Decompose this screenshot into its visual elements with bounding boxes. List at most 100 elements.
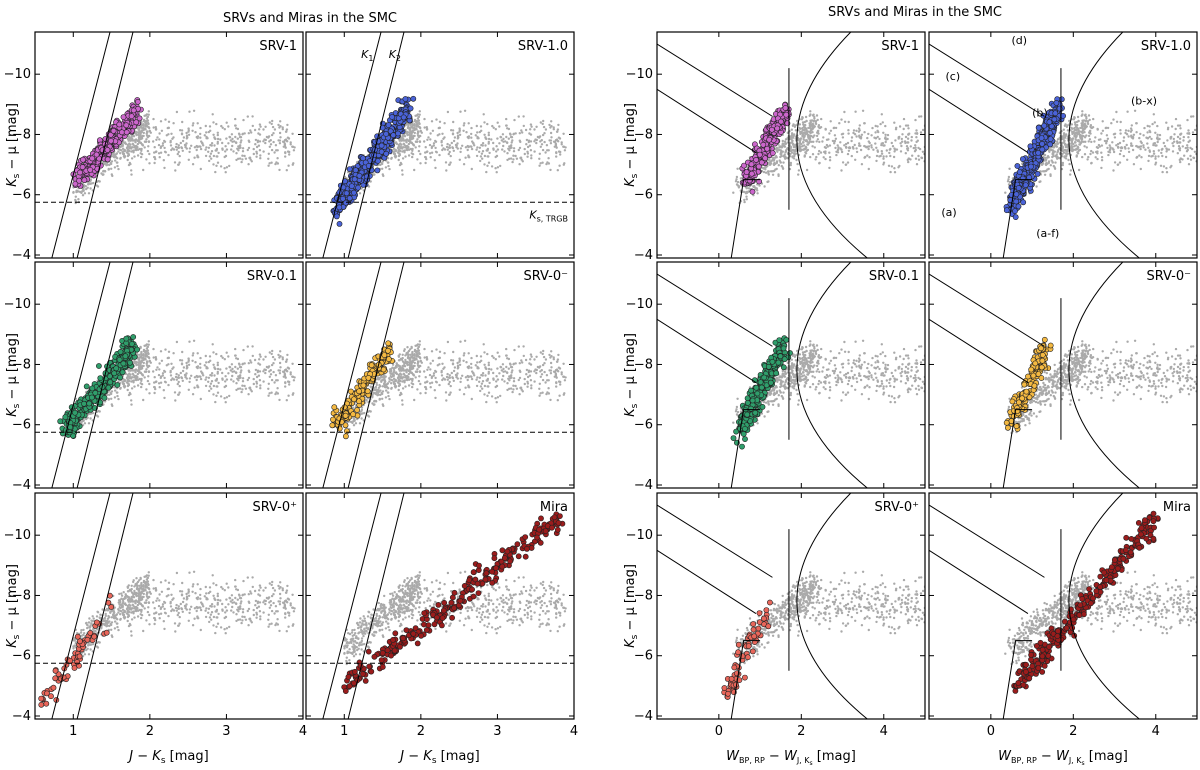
background-star: [416, 134, 420, 137]
background-star: [128, 145, 132, 149]
background-star: [258, 140, 262, 143]
background-star: [264, 138, 267, 142]
background-star: [1081, 110, 1084, 113]
background-star: [443, 136, 446, 139]
background-star: [844, 163, 848, 166]
class-star: [348, 183, 355, 189]
background-star: [844, 142, 848, 146]
background-star: [89, 187, 92, 190]
background-star: [410, 132, 413, 136]
background-star: [279, 120, 282, 123]
background-star: [934, 121, 936, 123]
background-star: [495, 171, 498, 174]
background-star: [254, 138, 258, 142]
background-star: [522, 124, 525, 128]
background-star: [526, 152, 530, 155]
background-star: [146, 119, 149, 122]
background-star: [1165, 171, 1169, 174]
background-star: [950, 126, 952, 128]
background-star: [782, 161, 785, 164]
background-star: [790, 151, 794, 154]
background-star: [1154, 131, 1157, 134]
background-star: [879, 122, 882, 126]
background-star: [213, 144, 216, 147]
background-star: [154, 126, 157, 129]
background-star: [215, 122, 218, 126]
y-tick-label: −10: [626, 67, 653, 82]
background-star: [399, 145, 403, 149]
background-star: [959, 143, 961, 145]
background-star: [804, 151, 807, 154]
background-star: [780, 164, 783, 168]
background-star: [488, 151, 491, 155]
background-star: [1083, 131, 1086, 134]
background-star: [562, 145, 566, 148]
background-star: [520, 158, 523, 161]
background-star: [1165, 147, 1168, 150]
background-star: [1182, 139, 1185, 142]
background-star: [126, 154, 130, 158]
background-star: [262, 128, 265, 131]
background-star: [1043, 170, 1046, 173]
background-star: [880, 152, 884, 155]
background-star: [407, 126, 410, 130]
background-star: [143, 114, 146, 118]
background-star: [1077, 119, 1080, 123]
background-star: [557, 150, 561, 153]
background-star: [902, 127, 905, 131]
background-star: [291, 163, 294, 166]
background-star: [836, 151, 840, 154]
background-star: [771, 158, 774, 162]
background-star: [213, 137, 216, 140]
background-star: [863, 131, 866, 134]
background-star: [287, 164, 290, 167]
background-star: [504, 140, 507, 143]
background-star: [939, 162, 941, 164]
background-star: [193, 156, 196, 159]
background-star: [809, 110, 812, 113]
background-star: [1136, 145, 1139, 148]
background-star: [915, 136, 918, 139]
background-star: [499, 164, 502, 168]
background-star: [473, 144, 476, 147]
background-star: [1075, 135, 1078, 138]
background-star: [953, 128, 955, 130]
background-star: [1100, 151, 1103, 154]
background-star: [1088, 130, 1092, 133]
background-star: [802, 123, 805, 126]
background-star: [807, 141, 810, 145]
background-star: [123, 149, 126, 153]
background-star: [942, 126, 944, 128]
background-star: [819, 151, 823, 154]
background-star: [786, 147, 789, 150]
background-star: [404, 155, 407, 158]
background-star: [1174, 127, 1177, 131]
background-star: [1158, 133, 1162, 137]
background-star: [904, 141, 907, 145]
background-star: [808, 131, 812, 134]
background-star: [1047, 149, 1051, 152]
background-star: [125, 151, 129, 154]
background-star: [530, 154, 533, 157]
background-star: [510, 141, 513, 144]
background-star: [191, 124, 194, 127]
background-star: [799, 145, 802, 149]
class-star: [356, 172, 363, 179]
background-star: [871, 126, 874, 130]
class-star: [333, 213, 340, 220]
background-star: [1197, 152, 1199, 154]
background-star: [1080, 114, 1083, 118]
background-star: [805, 119, 808, 123]
background-star: [113, 166, 117, 169]
background-star: [1065, 150, 1068, 153]
class-star: [755, 163, 762, 170]
background-star: [1157, 155, 1160, 158]
background-star: [743, 200, 746, 204]
background-star: [242, 118, 245, 122]
background-star: [852, 131, 855, 135]
background-star: [212, 154, 216, 158]
background-star: [423, 126, 426, 129]
class-star: [774, 125, 781, 132]
class-star: [336, 220, 343, 227]
background-star: [484, 137, 487, 140]
